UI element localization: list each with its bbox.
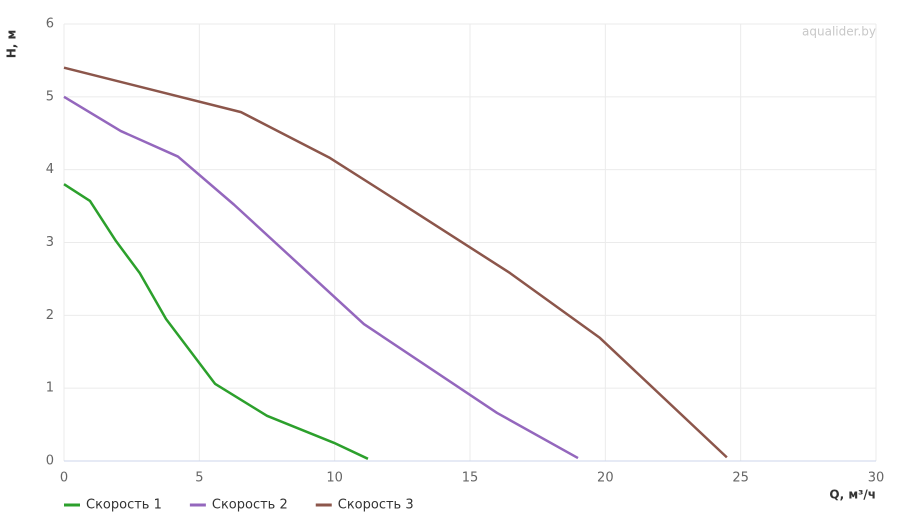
y-tick-label: 2 bbox=[46, 308, 54, 323]
series-line bbox=[63, 95, 579, 460]
x-tick-label: 5 bbox=[195, 471, 203, 486]
y-tick-label: 5 bbox=[46, 89, 54, 104]
y-axis-label: H, м bbox=[5, 30, 19, 59]
y-tick-label: 0 bbox=[46, 454, 54, 469]
series-line bbox=[63, 66, 728, 459]
legend-label: Скорость 1 bbox=[86, 498, 162, 513]
x-tick-label: 15 bbox=[462, 471, 479, 486]
y-tick-label: 1 bbox=[46, 381, 54, 396]
series-line bbox=[63, 183, 369, 460]
x-tick-label: 0 bbox=[60, 471, 68, 486]
x-tick-label: 10 bbox=[326, 471, 343, 486]
y-tick-label: 4 bbox=[46, 162, 54, 177]
x-tick-label: 30 bbox=[868, 471, 885, 486]
y-tick-label: 3 bbox=[46, 235, 54, 250]
legend-label: Скорость 3 bbox=[338, 498, 414, 513]
x-axis-label: Q, м³/ч bbox=[829, 488, 876, 502]
legend-label: Скорость 2 bbox=[212, 498, 288, 513]
x-tick-label: 25 bbox=[732, 471, 749, 486]
y-tick-label: 6 bbox=[46, 17, 54, 32]
watermark: aqualider.by bbox=[802, 25, 876, 39]
x-tick-label: 20 bbox=[597, 471, 614, 486]
